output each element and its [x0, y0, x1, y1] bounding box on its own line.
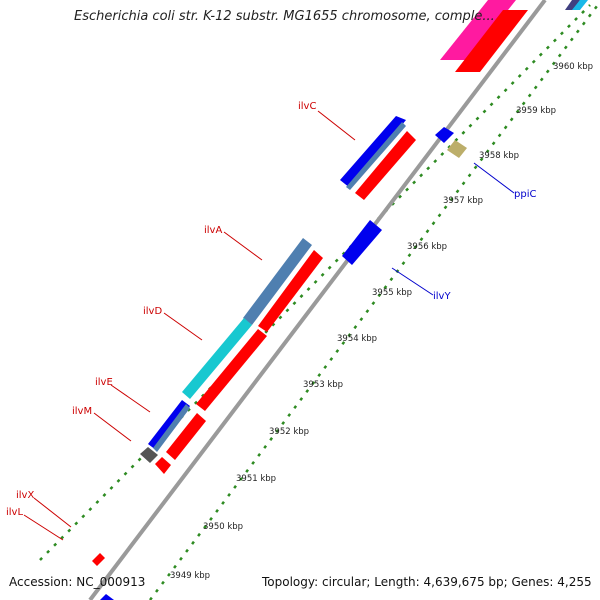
inner-tick-track — [149, 1, 600, 600]
gene-label-ilvL[interactable]: ilvL — [6, 507, 23, 518]
gene-label-ilvE[interactable]: ilvE — [95, 377, 113, 388]
gene-label-ilvD[interactable]: ilvD — [143, 306, 162, 317]
gene-bar-ilvE-steel[interactable] — [153, 404, 190, 452]
scale-label-3951: 3951 kbp — [236, 474, 276, 484]
gene-bar-top-cyan[interactable] — [572, 0, 588, 10]
gene-label-ilvM[interactable]: ilvM — [72, 406, 92, 417]
gene-label-ilvC[interactable]: ilvC — [298, 101, 316, 112]
reverse-label-connectors — [391, 162, 515, 296]
scale-label-3950: 3950 kbp — [203, 522, 243, 532]
outer-tick-track — [39, 4, 591, 561]
scale-label-3957: 3957 kbp — [443, 196, 483, 206]
gene-bar-ilvX-red[interactable] — [92, 553, 105, 566]
forward-label-connectors — [23, 110, 356, 541]
gene-label-ilvA[interactable]: ilvA — [204, 225, 222, 236]
gene-bar-ilvC-red[interactable] — [355, 131, 416, 200]
gene-bar-ilvE-blue[interactable] — [148, 400, 190, 450]
gene-bar-ilvM-gray[interactable] — [140, 447, 158, 463]
gene-bar-bottom-blue[interactable] — [100, 594, 114, 600]
scale-label-3959: 3959 kbp — [516, 106, 556, 116]
scale-label-3949: 3949 kbp — [170, 571, 210, 581]
gene-bar-ilvY-blue[interactable] — [342, 220, 382, 265]
chromosome-backbone — [88, 0, 547, 600]
gene-bar-ilvD-red[interactable] — [196, 329, 267, 411]
gene-bar-top-navy[interactable] — [565, 0, 580, 10]
scale-label-3955: 3955 kbp — [372, 288, 412, 298]
gene-label-ilvY[interactable]: ilvY — [433, 291, 451, 302]
scale-label-3956: 3956 kbp — [407, 242, 447, 252]
accession-text: Accession: NC_000913 — [9, 575, 146, 589]
genome-info-text: Topology: circular; Length: 4,639,675 bp… — [262, 575, 592, 589]
scale-label-3960: 3960 kbp — [553, 62, 593, 72]
scale-label-3952: 3952 kbp — [269, 427, 309, 437]
gene-bar-ilvA-red[interactable] — [258, 250, 323, 332]
gene-bar-ilvC-blue[interactable] — [340, 116, 406, 188]
gene-bar-ilvD-cyan[interactable] — [182, 318, 252, 399]
scale-label-3953: 3953 kbp — [303, 380, 343, 390]
scale-label-3954: 3954 kbp — [337, 334, 377, 344]
gene-label-ppiC[interactable]: ppiC — [514, 189, 536, 200]
gene-bar-top-red[interactable] — [455, 10, 528, 72]
gene-label-ilvX[interactable]: ilvX — [16, 490, 34, 501]
scale-label-3958: 3958 kbp — [479, 151, 519, 161]
gene-bar-ppiC-khaki[interactable] — [447, 140, 467, 158]
gene-bar-ilvM-red[interactable] — [155, 457, 171, 474]
map-title: Escherichia coli str. K-12 substr. MG165… — [74, 9, 495, 24]
gene-bar-ilvE-red[interactable] — [166, 413, 206, 460]
gene-bar-top-magenta[interactable] — [440, 0, 516, 60]
gene-bar-ppiC-blue[interactable] — [435, 127, 454, 143]
gene-bar-ilvC-steel[interactable] — [346, 122, 406, 190]
gene-bar-ilvA-steel[interactable] — [243, 238, 312, 325]
